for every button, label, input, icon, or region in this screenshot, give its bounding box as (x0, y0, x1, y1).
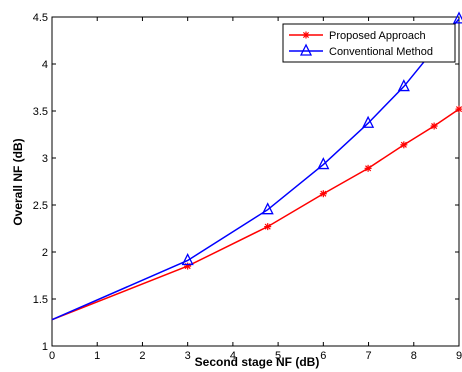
x-tick-label: 7 (365, 350, 371, 362)
y-tick-label: 1 (42, 341, 48, 353)
marker-stroke (264, 223, 271, 230)
x-axis-ticks: 0 1 2 3 4 5 6 7 8 9 (49, 17, 462, 362)
x-axis-label: Second stage NF (dB) (195, 355, 320, 369)
data-point (430, 122, 438, 130)
legend-label: Proposed Approach (329, 30, 426, 42)
y-tick-label: 4 (42, 59, 48, 71)
marker-stroke (320, 190, 327, 197)
y-tick-label: 2.5 (33, 200, 48, 212)
x-tick-label: 4 (230, 350, 236, 362)
marker-stroke (302, 31, 310, 39)
x-tick-label: 0 (49, 350, 55, 362)
series-layer (51, 11, 462, 321)
x-tick-label: 5 (275, 350, 281, 362)
data-point (181, 253, 194, 266)
marker-stroke (365, 165, 372, 172)
legend: Proposed Approach Conventional Method (282, 23, 456, 63)
legend-box (282, 23, 456, 63)
data-point (261, 202, 274, 215)
data-point (317, 157, 330, 170)
y-tick-label: 3 (42, 153, 48, 165)
data-point (455, 105, 462, 113)
data-point (184, 262, 192, 270)
y-tick-label: 2 (42, 247, 48, 259)
plot-area (51, 16, 460, 347)
data-point (400, 141, 408, 149)
marker-stroke (400, 141, 407, 148)
data-point (397, 79, 410, 92)
x-tick-label: 2 (139, 350, 145, 362)
y-axis-label: Overall NF (dB) (11, 138, 25, 225)
marker-stroke (431, 122, 438, 130)
x-tick-label: 3 (185, 350, 191, 362)
legend-marker (299, 43, 313, 56)
data-point (319, 190, 327, 198)
marker-stroke (455, 106, 462, 113)
y-tick-label: 1.5 (33, 294, 48, 306)
y-axis-ticks: 1 1.5 2 2.5 3 3.5 4 4.5 (33, 12, 459, 353)
x-tick-label: 6 (320, 350, 326, 362)
x-tick-label: 8 (411, 350, 417, 362)
series-line (51, 18, 460, 321)
series-proposed-approach (51, 105, 462, 321)
data-point (364, 164, 372, 172)
legend-label: Conventional Method (329, 46, 433, 58)
legend-marker (302, 31, 310, 39)
y-tick-label: 4.5 (33, 12, 48, 24)
x-tick-label: 1 (94, 350, 100, 362)
plot-frame (51, 16, 460, 347)
data-point (264, 223, 272, 231)
series-line (51, 108, 460, 321)
x-tick-label: 9 (456, 350, 462, 362)
data-point (362, 115, 375, 128)
y-tick-label: 3.5 (33, 106, 48, 118)
